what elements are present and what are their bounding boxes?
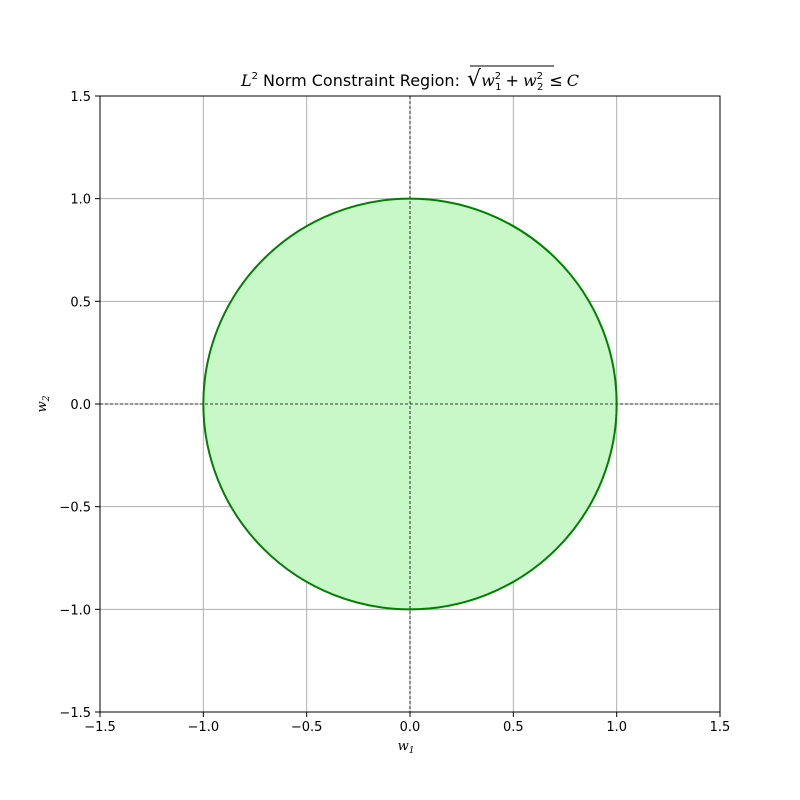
y-tick-label-4: 0.5 [70,295,91,310]
x-axis-label-var: w [398,739,409,754]
ticks: −1.5 −1.0 −0.5 0.0 0.5 1.0 1.5 −1.5 −1.0 −0.5 0.0 0… [59,90,730,735]
y-tick-label-3: 0.0 [70,398,91,413]
y-axis-label-sub: 2 [42,395,52,402]
x-tick-label-0: −1.5 [84,720,116,735]
formula-sub-2: 2 [537,82,543,93]
formula-plus: + [506,71,519,90]
reference-lines [100,96,720,712]
x-tick-label-5: 1.0 [606,720,627,735]
formula-leq: ≤ [549,71,562,90]
x-tick-label-1: −1.0 [188,720,220,735]
y-tick-label-6: 1.5 [70,90,91,105]
y-axis-label-var: w [35,401,50,412]
chart-title: L2 Norm Constraint Region: √w2 1 + w2 2 ≤ C [240,67,579,93]
formula-var-1: w [481,71,495,90]
formula-sub-1: 1 [495,82,501,93]
y-tick-label-2: −0.5 [59,501,91,516]
y-axis-label: w2 [35,395,52,412]
x-tick-label-2: −0.5 [291,720,323,735]
x-tick-label-6: 1.5 [710,720,731,735]
constraint-boundary-0 [202,197,618,611]
formula-const: C [567,71,579,90]
x-axis-label: w1 [398,739,415,756]
x-tick-label-3: 0.0 [400,720,421,735]
x-tick-label-4: 0.5 [503,720,524,735]
title-norm-symbol: L [240,71,252,90]
formula-var-2: w [523,71,537,90]
y-tick-label-1: −1.0 [59,603,91,618]
sqrt-symbol: √ [467,67,482,92]
x-axis-label-sub: 1 [409,746,415,756]
formula-power-1: 2 [495,71,501,82]
formula-power-2: 2 [537,71,543,82]
title-norm-exponent: 2 [252,71,258,82]
title-text: Norm Constraint Region: [258,71,465,90]
y-tick-label-5: 1.0 [70,193,91,208]
y-tick-label-0: −1.5 [59,706,91,721]
